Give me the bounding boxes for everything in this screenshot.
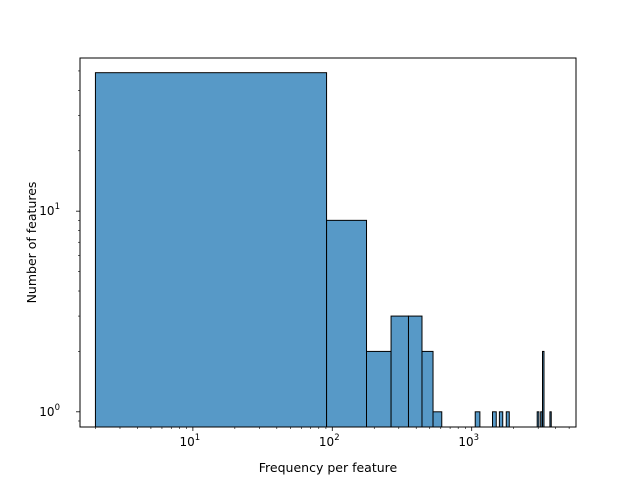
y-tick-exponent: 0 [55,403,60,413]
histogram-bar [94,72,328,428]
x-ticks-group: 101 102 103 [95,427,570,449]
histogram-bar [432,411,443,428]
bars-group [94,72,552,428]
histogram-bar [549,411,552,428]
histogram-bar [326,219,368,428]
histogram-bar [407,315,423,428]
x-tick-exponent: 2 [334,433,339,443]
histogram-bar [366,350,392,428]
histogram-bar [474,411,481,428]
histogram-bar [542,350,545,428]
histogram-bar [498,411,504,428]
plot-frame [79,57,577,428]
histogram-bar [421,350,434,428]
x-tick-exponent: 3 [474,433,479,443]
x-axis-label: Frequency per feature [259,460,398,475]
histogram-bar [492,411,497,428]
histogram-bar [505,411,510,428]
y-tick-exponent: 1 [55,202,60,212]
y-axis-label: Number of features [24,182,39,304]
histogram-bar [536,411,540,428]
histogram-bar [390,315,409,428]
x-tick-exponent: 1 [195,433,200,443]
